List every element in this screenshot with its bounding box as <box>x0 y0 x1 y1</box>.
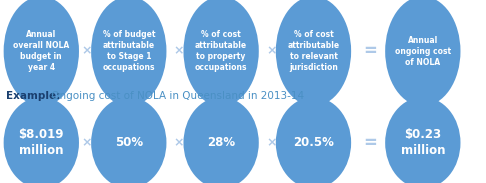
Text: ×: × <box>174 136 184 149</box>
Text: % of cost
attributable
to relevant
jurisdiction: % of cost attributable to relevant juris… <box>287 30 340 72</box>
Ellipse shape <box>276 0 351 106</box>
Text: % of cost
attributable
to property
occupations: % of cost attributable to property occup… <box>195 30 247 72</box>
Text: ×: × <box>266 136 277 149</box>
Text: =: = <box>364 134 377 152</box>
Text: Ongoing cost of NOLA in Queensland in 2013-14: Ongoing cost of NOLA in Queensland in 20… <box>48 91 304 101</box>
Text: =: = <box>364 42 377 60</box>
Ellipse shape <box>184 97 259 183</box>
Text: 20.5%: 20.5% <box>293 136 334 149</box>
Text: 28%: 28% <box>207 136 235 149</box>
Ellipse shape <box>385 0 461 106</box>
Text: ×: × <box>266 45 277 58</box>
Text: % of budget
attributable
to Stage 1
occupations: % of budget attributable to Stage 1 occu… <box>103 30 155 72</box>
Text: ×: × <box>174 45 184 58</box>
Ellipse shape <box>91 97 166 183</box>
Text: 50%: 50% <box>115 136 143 149</box>
Ellipse shape <box>4 97 79 183</box>
Text: ×: × <box>81 45 92 58</box>
Ellipse shape <box>385 97 461 183</box>
Text: ×: × <box>81 136 92 149</box>
Text: Example:: Example: <box>6 91 60 101</box>
Text: Annual
ongoing cost
of NOLA: Annual ongoing cost of NOLA <box>395 36 451 67</box>
Ellipse shape <box>184 0 259 106</box>
Text: $8.019
million: $8.019 million <box>18 128 64 157</box>
Text: Annual
overall NOLA
budget in
year 4: Annual overall NOLA budget in year 4 <box>13 30 69 72</box>
Ellipse shape <box>4 0 79 106</box>
Ellipse shape <box>91 0 166 106</box>
Ellipse shape <box>276 97 351 183</box>
Text: $0.23
million: $0.23 million <box>400 128 445 157</box>
